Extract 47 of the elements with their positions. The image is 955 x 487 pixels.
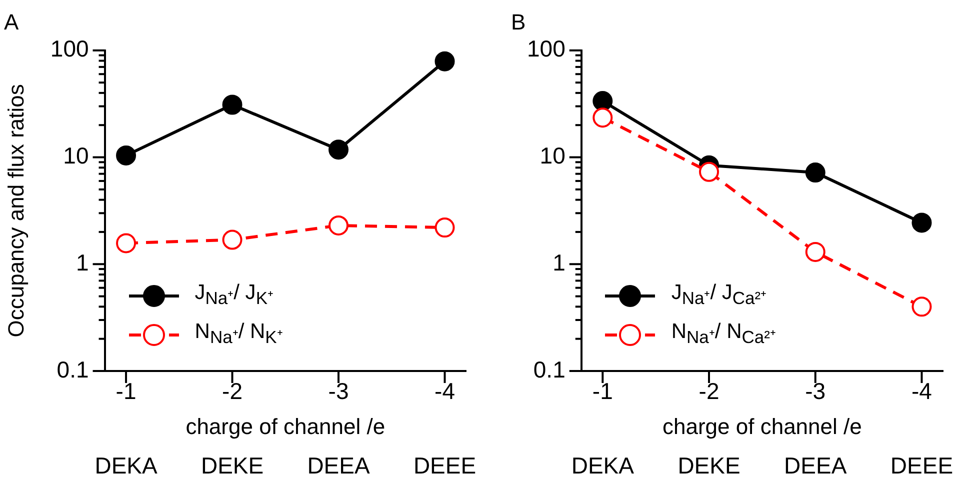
x-tick-label: -3 [328, 378, 349, 404]
x-tick-label: -1 [592, 378, 613, 404]
text: DEKE [678, 452, 740, 478]
y-tick-label: 1 [76, 249, 89, 276]
point [222, 94, 242, 115]
legend-label: N$_{Na⁺}$/ N$_{Ca²⁺}$ [671, 319, 776, 350]
y-tick-label: 100 [527, 36, 566, 62]
y-tick-label: 10 [540, 142, 566, 169]
point [592, 91, 613, 112]
point [805, 162, 826, 183]
text: DEKA [571, 452, 635, 478]
x-axis-title: charge of channel /e [662, 414, 862, 439]
y-tick-label: 10 [63, 142, 89, 169]
y-tick-label: 0.1 [533, 356, 566, 382]
x-tick-label: -2 [698, 378, 720, 404]
x-tick-label: -3 [805, 378, 826, 404]
text: DEEE [413, 452, 476, 478]
point [222, 230, 242, 250]
x-tick-label: -1 [116, 378, 136, 404]
y-tick-label: 0.1 [56, 356, 89, 382]
text: DEEE [890, 452, 954, 478]
legend-label: J$_{Na⁺}$/ J$_{K⁺}$ [194, 280, 274, 310]
point [805, 242, 826, 262]
point [434, 51, 455, 72]
text: DEEA [307, 452, 370, 478]
legend-label: N$_{Na⁺}$/ N$_{K⁺}$ [194, 319, 283, 350]
point [912, 212, 932, 233]
text: DEEA [784, 452, 848, 478]
point [328, 215, 349, 236]
x-tick-label: -4 [912, 378, 932, 404]
point [116, 145, 136, 166]
y-tick-label: 100 [50, 36, 89, 62]
point [699, 162, 720, 182]
point [116, 233, 136, 254]
x-tick-label: -2 [222, 378, 242, 404]
point [328, 140, 349, 160]
y-axis-title: Occupancy and flux ratios [3, 84, 28, 338]
chart-title: B [511, 9, 526, 34]
point [912, 296, 932, 317]
text: DEKE [200, 452, 264, 478]
text: DEKA [94, 452, 158, 478]
chart-title: A [4, 9, 19, 34]
point [592, 108, 613, 128]
y-tick-label: 1 [552, 249, 566, 276]
legend-label: J$_{Na⁺}$/ J$_{Ca²⁺}$ [671, 280, 767, 310]
x-axis-title: charge of channel /e [186, 414, 386, 439]
x-tick-label: -4 [434, 378, 456, 404]
